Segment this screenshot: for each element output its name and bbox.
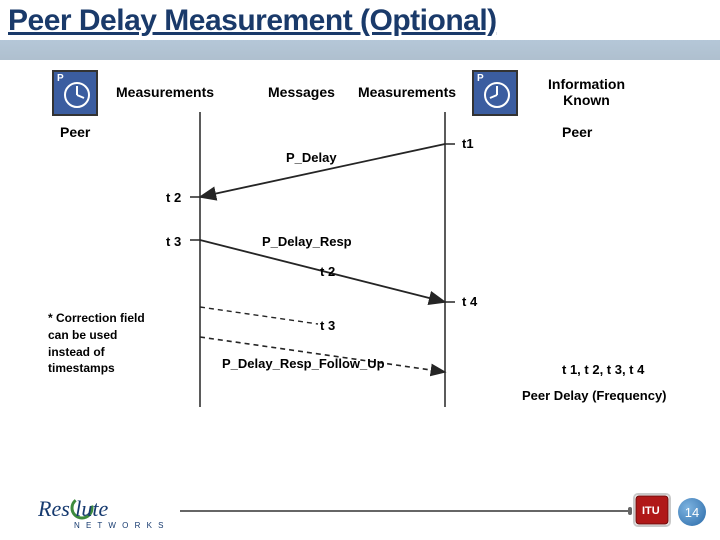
t3l-label: t 3 (166, 234, 181, 249)
t3m-label: t 3 (320, 318, 335, 333)
msg-pdelay: P_Delay (286, 150, 337, 165)
footer-divider (180, 510, 630, 512)
svg-text:Res lute: Res lute (38, 496, 108, 521)
svg-text:ITU: ITU (642, 505, 660, 517)
t2m-label: t 2 (320, 264, 335, 279)
info-line2: Peer Delay (Frequency) (522, 388, 667, 403)
msg-pdelay-follow: P_Delay_Resp_Follow_Up (222, 356, 385, 371)
resolute-logo: Res lute N E T W O R K S (38, 494, 168, 537)
svg-text:N E T W O R K S: N E T W O R K S (74, 521, 166, 530)
sequence-diagram: P P Measurements Messages Measurements I… (0, 62, 720, 462)
t1-label: t1 (462, 136, 474, 151)
title-bar: Peer Delay Measurement (Optional) (0, 0, 720, 56)
info-line1: t 1, t 2, t 3, t 4 (562, 362, 644, 377)
itu-logo: ITU (632, 492, 672, 533)
page-number: 14 (678, 498, 706, 526)
footer: Res lute N E T W O R K S ITU 14 (0, 484, 720, 540)
slide-title: Peer Delay Measurement (Optional) (8, 4, 497, 38)
t2l-label: t 2 (166, 190, 181, 205)
page-number-text: 14 (685, 505, 699, 520)
t4-label: t 4 (462, 294, 477, 309)
title-bar-band (0, 40, 720, 60)
correction-note: * Correction field can be used instead o… (48, 310, 145, 377)
msg-pdelay-resp: P_Delay_Resp (262, 234, 352, 249)
